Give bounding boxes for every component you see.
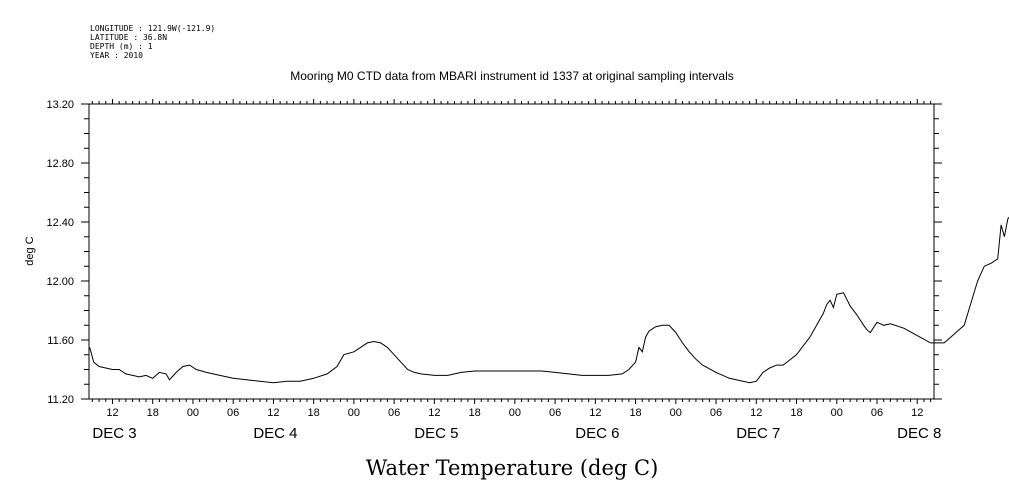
x-hour-tick-label: 12: [267, 407, 279, 419]
x-day-label: DEC 6: [575, 425, 619, 442]
series-group: [89, 216, 1009, 384]
y-tick-label: 11.60: [47, 335, 74, 347]
x-axis-title: Water Temperature (deg C): [366, 456, 659, 480]
x-hour-tick-label: 12: [106, 407, 118, 419]
x-hour-tick-label: 12: [428, 407, 440, 419]
x-hour-tick-label: 06: [388, 407, 400, 419]
x-hour-tick-label: 18: [308, 407, 320, 419]
y-tick-label: 12.40: [46, 217, 74, 229]
year-label: YEAR : 2010: [90, 51, 143, 60]
x-hour-tick-label: 12: [911, 407, 923, 419]
x-day-label: DEC 5: [414, 425, 458, 442]
x-hour-tick-label: 00: [187, 407, 199, 419]
x-hour-tick-label: 00: [348, 407, 360, 419]
latitude-label: LATITUDE : 36.8N: [90, 33, 167, 42]
x-hour-tick-label: 06: [871, 407, 883, 419]
depth-label: DEPTH (m) : 1: [90, 42, 153, 51]
x-hour-tick-label: 18: [790, 407, 802, 419]
y-tick-label: 13.20: [46, 99, 74, 111]
x-hour-tick-label: 18: [147, 407, 159, 419]
longitude-label: LONGITUDE : 121.9W(-121.9): [90, 24, 215, 33]
temperature-line: [89, 216, 1009, 384]
metadata-block: LONGITUDE : 121.9W(-121.9) LATITUDE : 36…: [90, 24, 215, 60]
x-hour-tick-label: 18: [468, 407, 480, 419]
axis-labels: 12 18 00 06 12 18 00 06 12 18 00 06 12 18 00 06 12 18 00 06…: [46, 99, 941, 442]
x-hour-tick-label: 00: [831, 407, 843, 419]
x-hour-tick-label: 06: [710, 407, 722, 419]
x-hour-tick-label: 00: [670, 407, 682, 419]
x-day-label: DEC 4: [253, 425, 297, 442]
plot-frame: [88, 103, 935, 400]
y-axis-label: deg C: [24, 236, 36, 265]
x-hour-tick-label: 00: [509, 407, 521, 419]
y-tick-label: 12.80: [46, 158, 74, 170]
x-hour-tick-label: 12: [750, 407, 762, 419]
x-day-label: DEC 7: [736, 425, 780, 442]
axis-ticks: [81, 99, 942, 404]
chart-title: Mooring M0 CTD data from MBARI instrumen…: [290, 69, 734, 83]
x-hour-tick-label: 18: [629, 407, 641, 419]
y-tick-label: 11.20: [47, 394, 74, 406]
y-tick-label: 12.00: [46, 276, 74, 288]
x-hour-tick-label: 06: [227, 407, 239, 419]
x-day-label: DEC 3: [92, 425, 136, 442]
x-hour-tick-label: 12: [589, 407, 601, 419]
x-day-label: DEC 8: [897, 425, 941, 442]
x-hour-tick-label: 06: [549, 407, 561, 419]
